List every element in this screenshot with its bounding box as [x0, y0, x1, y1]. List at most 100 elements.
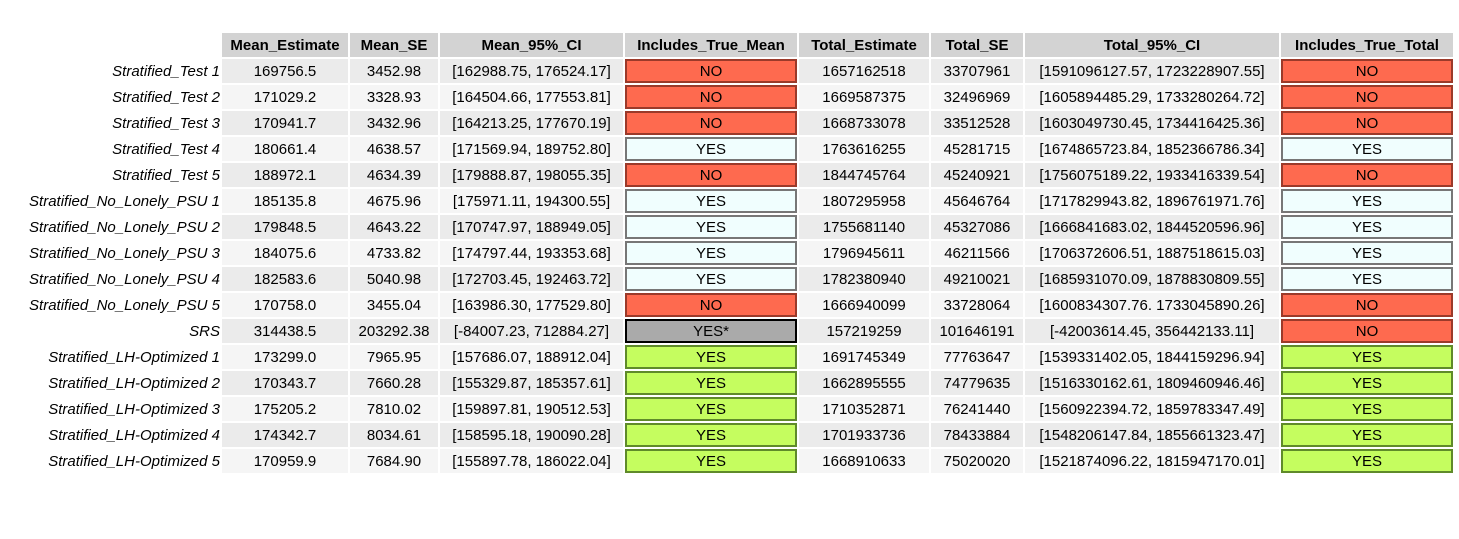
mean-ci-cell: [162988.75, 176524.17]	[440, 59, 623, 83]
total-estimate-cell: 1668733078	[799, 111, 929, 135]
mean-se-cell: 4733.82	[350, 241, 438, 265]
table-row: Stratified_LH-Optimized 4 174342.7 8034.61…	[2, 423, 1453, 447]
mean-se-cell: 4643.22	[350, 215, 438, 239]
includes-true-mean-badge: YES	[625, 423, 797, 447]
table-row: Stratified_Test 5 188972.1 4634.39 [179888.…	[2, 163, 1453, 187]
mean-estimate-cell: 169756.5	[222, 59, 348, 83]
total-estimate-cell: 1701933736	[799, 423, 929, 447]
row-label: Stratified_Test 3	[112, 114, 220, 132]
includes-true-mean-badge: YES	[625, 267, 797, 291]
row-label: Stratified_No_Lonely_PSU 2	[29, 218, 220, 236]
includes-true-total-badge: YES	[1281, 137, 1453, 161]
total-ci-cell: [-42003614.45, 356442133.11]	[1025, 319, 1279, 343]
total-estimate-cell: 1669587375	[799, 85, 929, 109]
mean-ci-cell: [164213.25, 177670.19]	[440, 111, 623, 135]
column-header-total-ci: Total_95%_CI	[1025, 33, 1279, 57]
total-ci-cell: [1516330162.61, 1809460946.46]	[1025, 371, 1279, 395]
column-header-mean-se: Mean_SE	[350, 33, 438, 57]
table-row: Stratified_Test 1 169756.5 3452.98 [162988.…	[2, 59, 1453, 83]
mean-estimate-cell: 184075.6	[222, 241, 348, 265]
column-header-total-estimate: Total_Estimate	[799, 33, 929, 57]
total-se-cell: 76241440	[931, 397, 1023, 421]
total-ci-cell: [1539331402.05, 1844159296.94]	[1025, 345, 1279, 369]
includes-true-total-badge: YES	[1281, 371, 1453, 395]
mean-se-cell: 3432.96	[350, 111, 438, 135]
total-se-cell: 33707961	[931, 59, 1023, 83]
mean-se-cell: 3452.98	[350, 59, 438, 83]
total-ci-cell: [1674865723.84, 1852366786.34]	[1025, 137, 1279, 161]
results-table: Mean_Estimate Mean_SE Mean_95%_CI Includ…	[0, 31, 1455, 475]
mean-ci-cell: [155329.87, 185357.61]	[440, 371, 623, 395]
total-estimate-cell: 1691745349	[799, 345, 929, 369]
total-ci-cell: [1685931070.09, 1878830809.55]	[1025, 267, 1279, 291]
table-row: Stratified_LH-Optimized 3 175205.2 7810.02…	[2, 397, 1453, 421]
total-ci-cell: [1666841683.02, 1844520596.96]	[1025, 215, 1279, 239]
mean-ci-cell: [175971.11, 194300.55]	[440, 189, 623, 213]
includes-true-total-badge: NO	[1281, 163, 1453, 187]
mean-estimate-cell: 188972.1	[222, 163, 348, 187]
table-row: Stratified_No_Lonely_PSU 1 185135.8 4675.9…	[2, 189, 1453, 213]
total-se-cell: 74779635	[931, 371, 1023, 395]
total-ci-cell: [1756075189.22, 1933416339.54]	[1025, 163, 1279, 187]
total-estimate-cell: 1668910633	[799, 449, 929, 473]
total-estimate-cell: 1763616255	[799, 137, 929, 161]
table-row: Stratified_Test 3 170941.7 3432.96 [164213.…	[2, 111, 1453, 135]
includes-true-total-badge: NO	[1281, 319, 1453, 343]
row-label: Stratified_LH-Optimized 2	[48, 374, 220, 392]
total-estimate-cell: 1657162518	[799, 59, 929, 83]
mean-se-cell: 4638.57	[350, 137, 438, 161]
total-ci-cell: [1521874096.22, 1815947170.01]	[1025, 449, 1279, 473]
mean-estimate-cell: 314438.5	[222, 319, 348, 343]
mean-ci-cell: [171569.94, 189752.80]	[440, 137, 623, 161]
total-se-cell: 33728064	[931, 293, 1023, 317]
row-label: Stratified_Test 4	[112, 140, 220, 158]
total-estimate-cell: 1782380940	[799, 267, 929, 291]
total-se-cell: 49210021	[931, 267, 1023, 291]
includes-true-mean-badge: YES	[625, 371, 797, 395]
total-se-cell: 78433884	[931, 423, 1023, 447]
total-se-cell: 33512528	[931, 111, 1023, 135]
includes-true-mean-badge: YES*	[625, 319, 797, 343]
table-row: Stratified_LH-Optimized 5 170959.9 7684.90…	[2, 449, 1453, 473]
table-row: Stratified_No_Lonely_PSU 2 179848.5 4643.2…	[2, 215, 1453, 239]
mean-se-cell: 7810.02	[350, 397, 438, 421]
total-ci-cell: [1706372606.51, 1887518615.03]	[1025, 241, 1279, 265]
includes-true-mean-badge: YES	[625, 345, 797, 369]
row-label: SRS	[189, 322, 220, 340]
row-label: Stratified_No_Lonely_PSU 1	[29, 192, 220, 210]
row-label: Stratified_LH-Optimized 5	[48, 452, 220, 470]
includes-true-total-badge: YES	[1281, 267, 1453, 291]
mean-ci-cell: [157686.07, 188912.04]	[440, 345, 623, 369]
total-ci-cell: [1600834307.76. 1733045890.26]	[1025, 293, 1279, 317]
includes-true-total-badge: YES	[1281, 189, 1453, 213]
total-se-cell: 32496969	[931, 85, 1023, 109]
total-se-cell: 77763647	[931, 345, 1023, 369]
table-row: Stratified_No_Lonely_PSU 5 170758.0 3455.0…	[2, 293, 1453, 317]
row-label: Stratified_No_Lonely_PSU 5	[29, 296, 220, 314]
column-header-mean-ci: Mean_95%_CI	[440, 33, 623, 57]
mean-estimate-cell: 174342.7	[222, 423, 348, 447]
mean-se-cell: 7684.90	[350, 449, 438, 473]
total-ci-cell: [1548206147.84, 1855661323.47]	[1025, 423, 1279, 447]
table-row: Stratified_Test 2 171029.2 3328.93 [164504.…	[2, 85, 1453, 109]
includes-true-mean-badge: YES	[625, 397, 797, 421]
mean-estimate-cell: 170941.7	[222, 111, 348, 135]
includes-true-mean-badge: NO	[625, 293, 797, 317]
includes-true-total-badge: NO	[1281, 293, 1453, 317]
includes-true-mean-badge: NO	[625, 163, 797, 187]
row-label: Stratified_No_Lonely_PSU 4	[29, 270, 220, 288]
total-se-cell: 45646764	[931, 189, 1023, 213]
total-estimate-cell: 1807295958	[799, 189, 929, 213]
includes-true-total-badge: YES	[1281, 241, 1453, 265]
mean-ci-cell: [164504.66, 177553.81]	[440, 85, 623, 109]
total-estimate-cell: 1710352871	[799, 397, 929, 421]
total-se-cell: 75020020	[931, 449, 1023, 473]
row-label: Stratified_LH-Optimized 3	[48, 400, 220, 418]
mean-se-cell: 7965.95	[350, 345, 438, 369]
table-row: Stratified_No_Lonely_PSU 4 182583.6 5040.9…	[2, 267, 1453, 291]
mean-ci-cell: [159897.81, 190512.53]	[440, 397, 623, 421]
table-row: SRS 314438.5 203292.38 [-84007.23, 712884.2…	[2, 319, 1453, 343]
mean-ci-cell: [174797.44, 193353.68]	[440, 241, 623, 265]
mean-se-cell: 5040.98	[350, 267, 438, 291]
total-estimate-cell: 1666940099	[799, 293, 929, 317]
